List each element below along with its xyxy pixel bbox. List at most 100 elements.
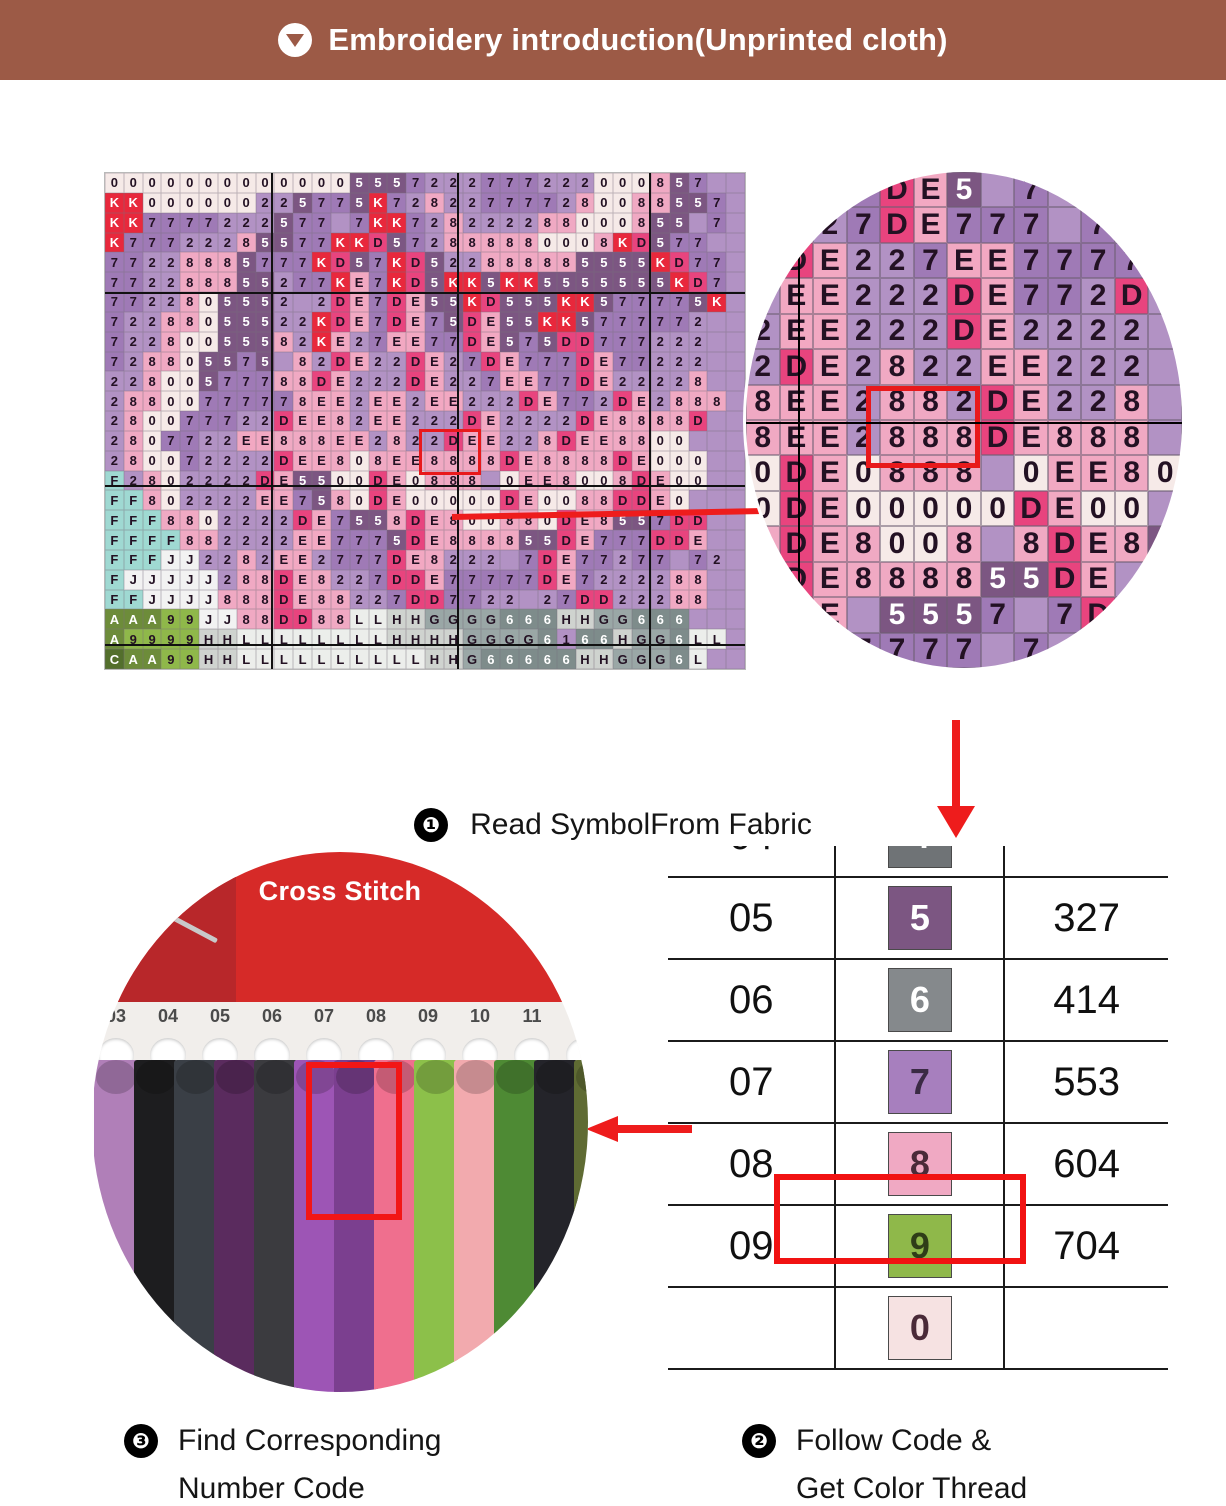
chart-cell: 0 xyxy=(575,232,595,253)
chart-cell: D xyxy=(406,351,425,372)
chart-cell: 8 xyxy=(443,232,463,253)
chart-cell: 8 xyxy=(462,530,482,550)
chart-cell: D xyxy=(947,278,981,314)
chart-cell: 8 xyxy=(537,430,557,451)
chart-cell: 8 xyxy=(443,450,463,471)
chart-cell: 5 xyxy=(387,173,407,193)
chart-cell: 5 xyxy=(236,272,256,293)
chart-cell xyxy=(500,549,520,570)
table-row[interactable]: 07 7 553 xyxy=(668,1040,1168,1124)
chart-cell: 8 xyxy=(947,561,981,598)
chart-cell: L xyxy=(312,629,331,650)
chart-cell: 5 xyxy=(425,252,444,273)
chart-cell: E xyxy=(594,371,614,392)
chart-cell xyxy=(1148,561,1182,598)
left-arrow-icon xyxy=(586,1116,692,1142)
chart-cell: 8 xyxy=(368,450,388,471)
chart-cell: 8 xyxy=(481,530,501,550)
chart-cell xyxy=(726,649,745,669)
thread-skeins xyxy=(92,1060,588,1392)
chart-cell: 8 xyxy=(161,311,181,332)
chart-cell: J xyxy=(199,569,218,590)
table-row[interactable]: 09 9 704 xyxy=(668,1204,1168,1288)
chart-cell: 5 xyxy=(650,272,670,293)
chart-cell: 7 xyxy=(519,569,538,590)
table-row[interactable]: 05 5 327 xyxy=(668,876,1168,960)
chart-cell: 2 xyxy=(236,530,256,550)
chart-cell: 5 xyxy=(594,292,614,312)
chart-cell xyxy=(726,311,745,332)
chart-cell: 2 xyxy=(349,569,369,590)
symbol-swatch: 4 xyxy=(887,846,952,868)
chart-cell: E xyxy=(293,530,313,550)
chart-cell: D xyxy=(556,331,576,352)
chart-cell: 7 xyxy=(293,252,313,273)
chart-cell: 8 xyxy=(425,192,444,213)
chart-cell xyxy=(726,430,745,451)
row-number: 07 xyxy=(668,1040,837,1124)
chart-cell: 5 xyxy=(217,331,237,352)
chart-cell: H xyxy=(425,649,444,669)
chart-cell: H xyxy=(217,629,237,650)
chart-cell: 8 xyxy=(556,450,576,471)
chart-cell: 5 xyxy=(1148,526,1182,562)
chart-cell: 2 xyxy=(481,549,501,570)
chart-cell: E xyxy=(632,450,651,471)
chart-cell: 0 xyxy=(406,490,425,511)
chart-cell xyxy=(707,331,727,352)
chart-cell xyxy=(726,411,745,431)
chart-cell: 7 xyxy=(632,351,651,372)
chart-cell: 8 xyxy=(161,510,181,531)
chart-cell: 8 xyxy=(650,192,670,213)
chart-cell: D xyxy=(632,470,651,491)
chart-cell: E xyxy=(481,311,501,332)
table-row[interactable]: 06 6 414 xyxy=(668,958,1168,1042)
chart-cell: D xyxy=(519,391,538,412)
chart-cell: 8 xyxy=(123,391,143,412)
chart-cell: H xyxy=(613,629,633,650)
chart-cell: K xyxy=(387,272,407,293)
hole-label: 09 xyxy=(417,1006,439,1026)
chart-cell: 7 xyxy=(368,272,388,293)
hole-label: 10 xyxy=(469,1006,491,1026)
chart-cell: E xyxy=(368,391,388,412)
chart-cell: 7 xyxy=(575,569,595,590)
chart-cell: E xyxy=(293,549,313,570)
chart-cell: 5 xyxy=(349,510,369,531)
chart-cell: D xyxy=(274,589,294,610)
chart-cell: 5 xyxy=(556,272,576,293)
step-one-text: Read SymbolFrom Fabric xyxy=(470,808,812,841)
chart-cell: 5 xyxy=(947,597,981,633)
chart-cell: 6 xyxy=(481,649,501,669)
chart-cell: 2 xyxy=(142,252,162,273)
table-row[interactable]: 0 xyxy=(668,1286,1168,1370)
chart-cell: D xyxy=(880,172,914,208)
organizer-card-title: Cross Stitch xyxy=(258,876,422,906)
chart-cell: 8 xyxy=(330,589,350,610)
chart-cell: 2 xyxy=(236,490,256,511)
chart-cell: 2 xyxy=(880,242,914,279)
chart-cell: E xyxy=(594,430,614,451)
chart-cell: 5 xyxy=(537,272,557,293)
chart-cell: 2 xyxy=(1014,313,1048,350)
chart-cell: 2 xyxy=(500,391,520,412)
chart-cell: 5 xyxy=(236,252,256,273)
chart-cell: 2 xyxy=(913,278,948,314)
chart-cell: L xyxy=(368,609,388,630)
chart-cell: 0 xyxy=(425,490,444,511)
chart-cell: 2 xyxy=(199,470,218,491)
chart-cell: 2 xyxy=(846,278,881,314)
chart-cell: E xyxy=(255,490,275,511)
table-row[interactable]: 08 8 604 xyxy=(668,1122,1168,1206)
chart-cell: H xyxy=(443,649,463,669)
chart-cell: 5 xyxy=(387,530,407,550)
chart-cell: L xyxy=(293,649,313,669)
table-row[interactable]: 04 4 xyxy=(668,846,1168,878)
chart-cell: 5 xyxy=(387,232,407,253)
chart-cell: 5 xyxy=(236,331,256,352)
chart-cell: E xyxy=(813,597,847,633)
chart-cell: E xyxy=(293,589,313,610)
chart-cell: L xyxy=(236,649,256,669)
chart-cell: 8 xyxy=(1047,419,1082,456)
